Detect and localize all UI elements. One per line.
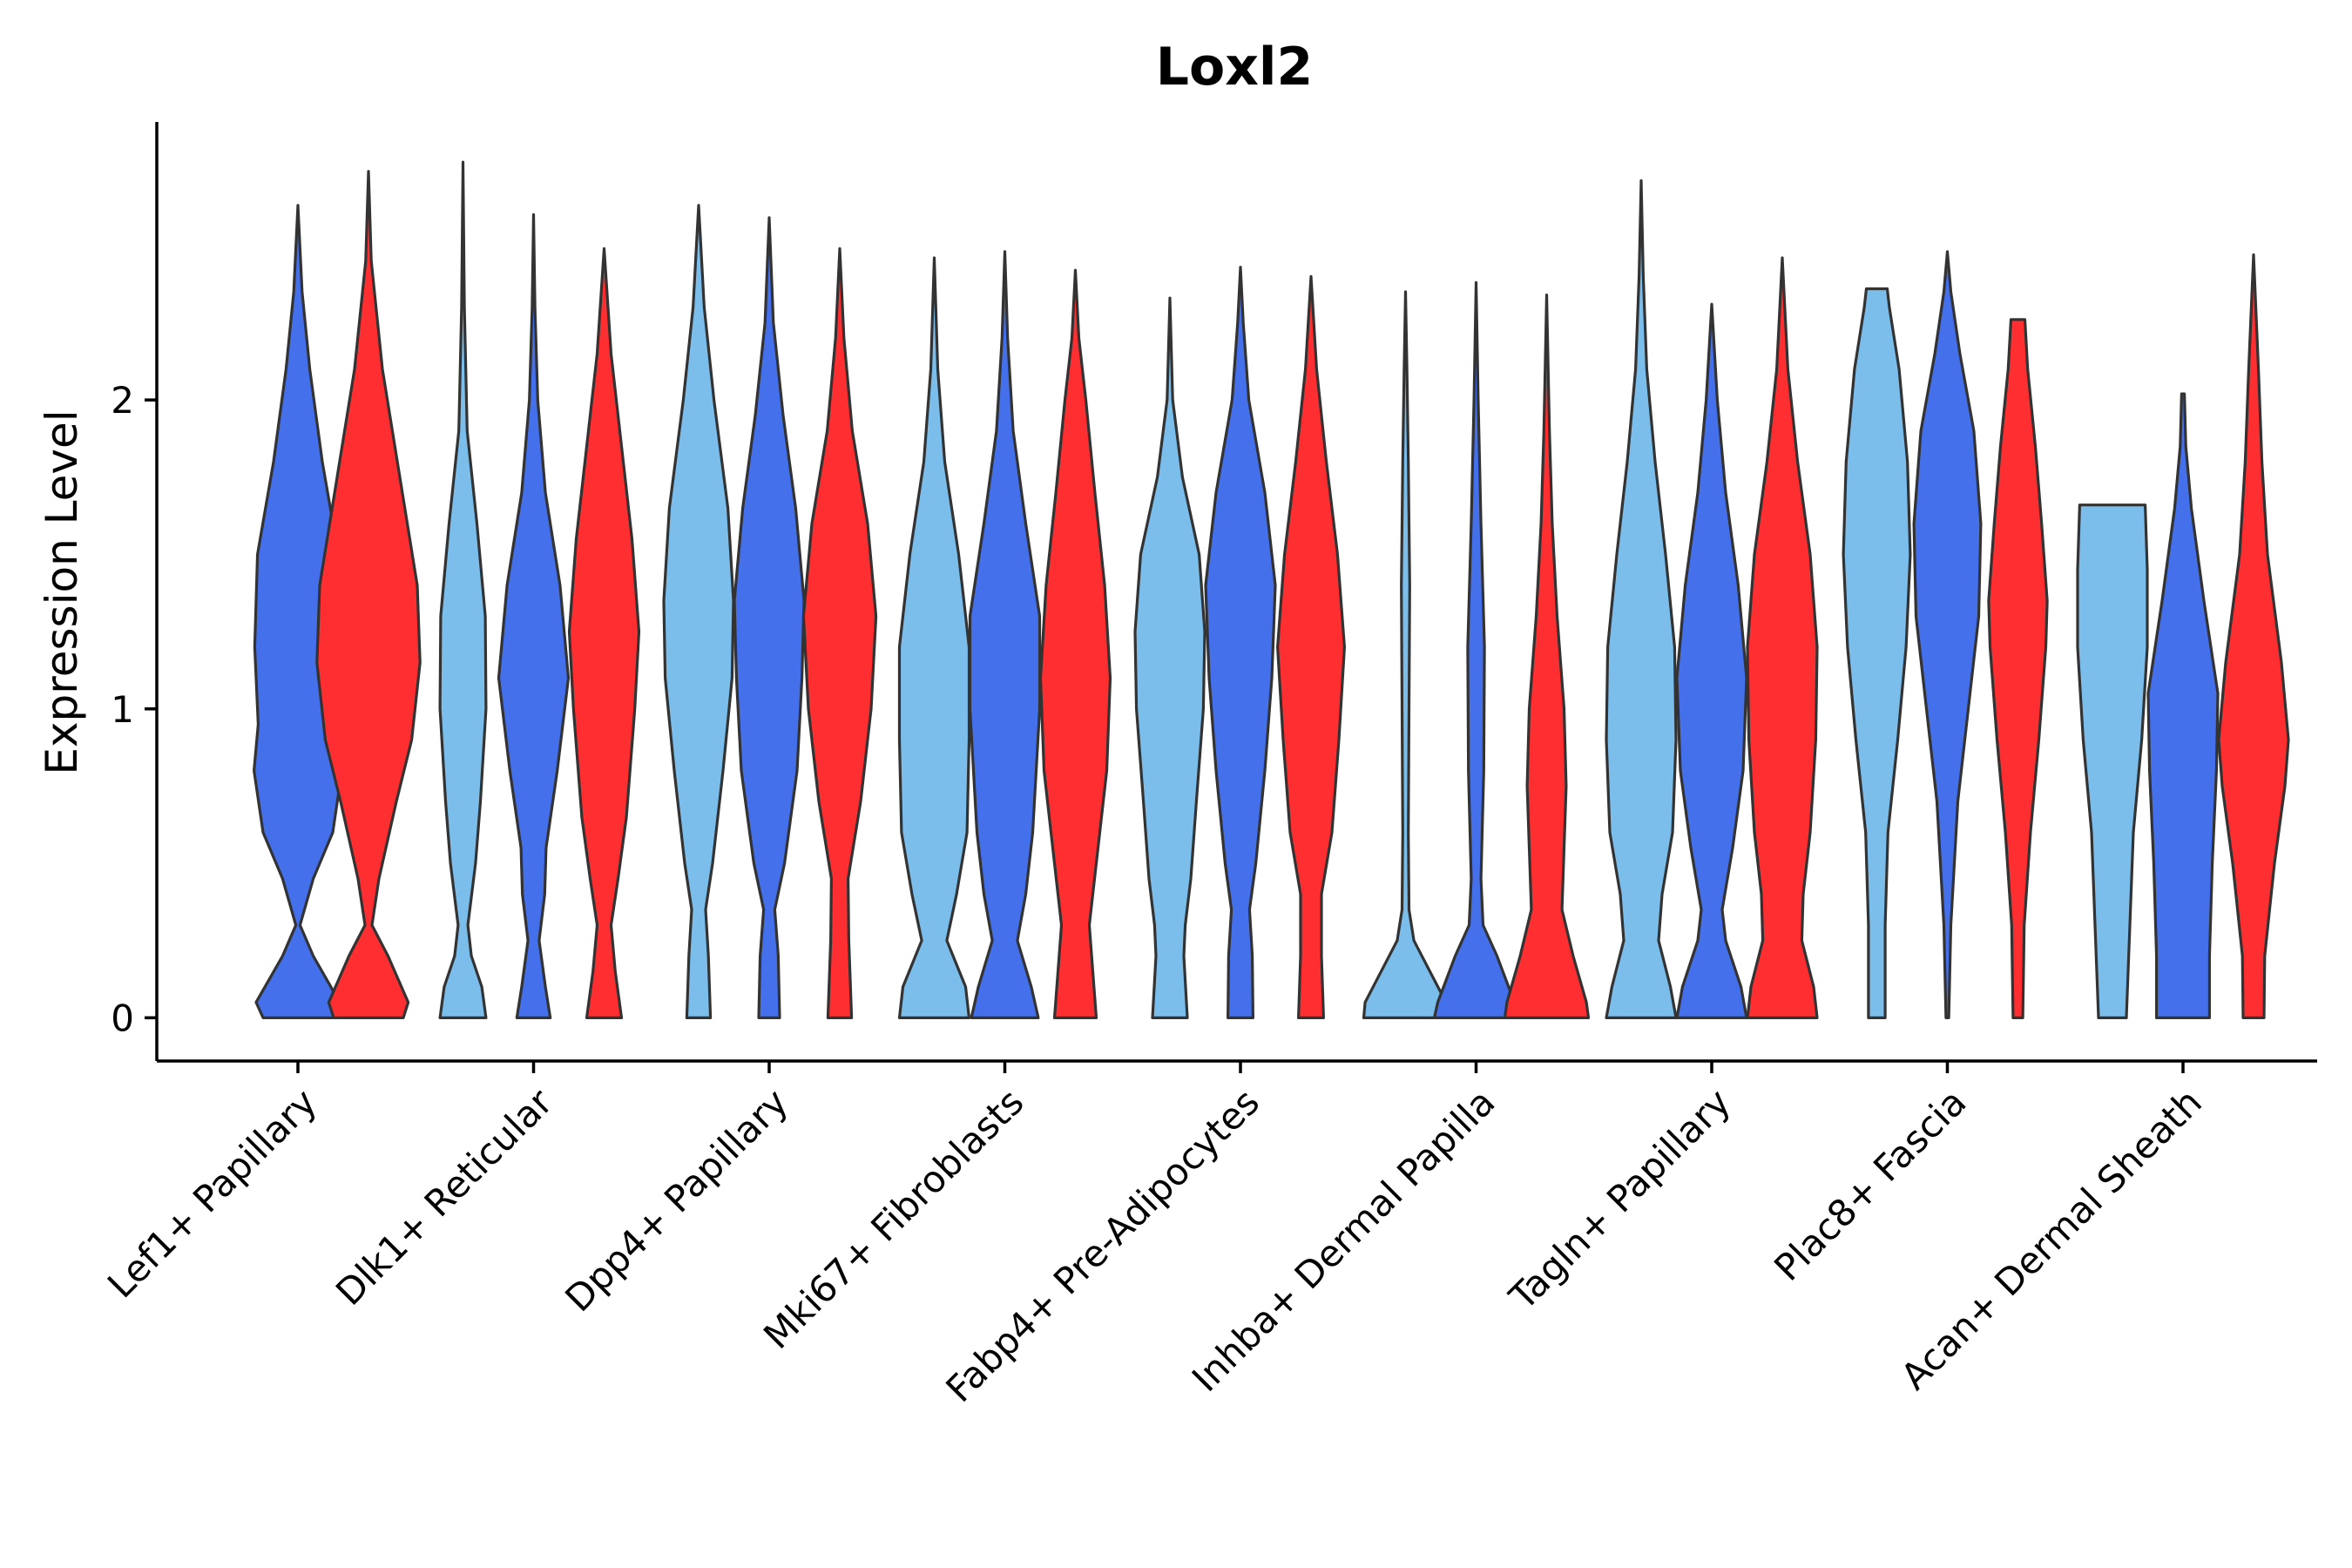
y-tick-label: 1 (111, 688, 134, 731)
x-tick-label: Lef1+ Papillary (99, 1080, 325, 1306)
violin-3-group-1 (968, 250, 1042, 1019)
violin-8-group-1 (2146, 392, 2220, 1019)
violin-1-group-0 (438, 160, 488, 1019)
violin-6-group-0 (1605, 179, 1678, 1019)
violin-1-group-1 (497, 213, 571, 1019)
violin-4-group-1 (1204, 266, 1277, 1019)
x-tick-label: Tagln+ Papillary (1501, 1080, 1739, 1318)
violin-2-group-1 (733, 216, 806, 1019)
x-tick-label: Dlk1+ Reticular (328, 1080, 561, 1314)
violin-7-group-1 (1912, 250, 1983, 1019)
violin-0-group-1 (253, 204, 343, 1019)
y-tick-label: 2 (111, 379, 134, 422)
violin-5-group-1 (1432, 280, 1520, 1019)
violin-0-group-2 (315, 170, 422, 1019)
violin-8-group-0 (2076, 504, 2149, 1019)
x-tick-label: Plac8+ Fascia (1766, 1080, 1974, 1288)
x-tick-label: Dpp4+ Papillary (557, 1080, 796, 1320)
violin-4-group-2 (1276, 274, 1346, 1019)
violin-6-group-2 (1746, 256, 1819, 1019)
violin-5-group-0 (1362, 290, 1450, 1019)
y-tick-label: 0 (111, 997, 134, 1039)
y-axis-label: Expression Level (37, 409, 87, 774)
violin-8-group-2 (2217, 253, 2290, 1019)
violin-2-group-2 (801, 247, 878, 1019)
violin-2-group-0 (662, 204, 735, 1019)
violin-3-group-0 (897, 256, 971, 1019)
violin-5-group-2 (1503, 294, 1591, 1019)
chart-title: Loxl2 (1156, 37, 1313, 98)
x-tick-label: Mki67+ Fibroblasts (755, 1080, 1031, 1356)
violin-6-group-1 (1675, 302, 1748, 1019)
violin-layer (253, 160, 2290, 1019)
violin-1-group-2 (567, 247, 641, 1019)
violin-3-group-2 (1038, 268, 1112, 1019)
violin-7-group-2 (1987, 318, 2049, 1019)
violin-7-group-0 (1842, 287, 1912, 1019)
violin-4-group-0 (1133, 296, 1206, 1019)
